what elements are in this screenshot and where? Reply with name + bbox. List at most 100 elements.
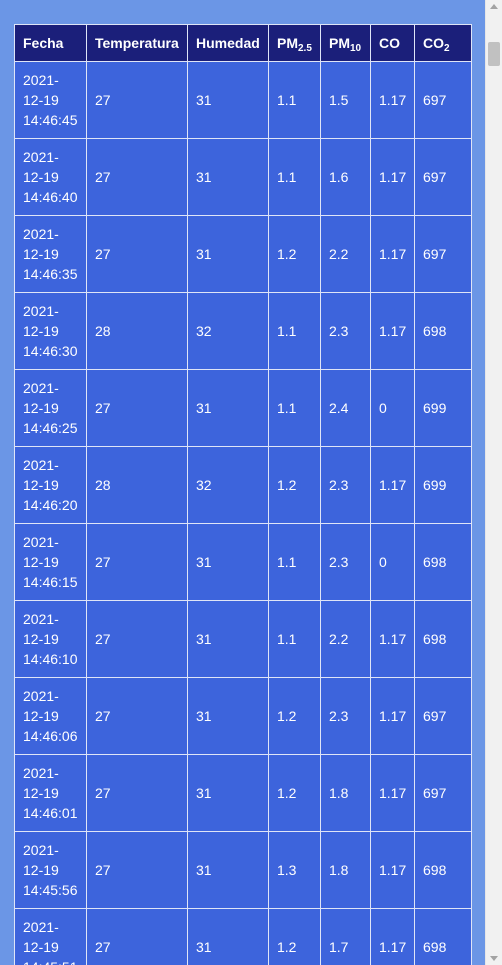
cell-co2: 698 <box>414 523 472 601</box>
cell-humedad: 31 <box>187 61 269 139</box>
cell-humedad: 32 <box>187 292 269 370</box>
header-co: CO <box>370 24 415 62</box>
table-row: 2021-12-19 14:46:20 28 32 1.2 2.3 1.17 699 <box>14 446 472 524</box>
cell-fecha: 2021-12-19 14:46:25 <box>14 369 87 447</box>
cell-co: 1.17 <box>370 215 415 293</box>
cell-temperatura: 27 <box>86 677 188 755</box>
cell-co2: 697 <box>414 61 472 139</box>
cell-pm25: 1.2 <box>268 754 321 832</box>
cell-pm10: 2.2 <box>320 600 371 678</box>
cell-humedad: 31 <box>187 908 269 965</box>
cell-co: 1.17 <box>370 138 415 216</box>
table-row: 2021-12-19 14:46:35 27 31 1.2 2.2 1.17 697 <box>14 215 472 293</box>
cell-pm25: 1.1 <box>268 292 321 370</box>
cell-fecha: 2021-12-19 14:46:40 <box>14 138 87 216</box>
cell-co2: 699 <box>414 446 472 524</box>
cell-pm10: 2.3 <box>320 523 371 601</box>
cell-temperatura: 28 <box>86 446 188 524</box>
table-body: 2021-12-19 14:46:45 27 31 1.1 1.5 1.17 697 2021… <box>14 61 472 965</box>
table-row: 2021-12-19 14:46:01 27 31 1.2 1.8 1.17 697 <box>14 754 472 832</box>
cell-temperatura: 28 <box>86 292 188 370</box>
header-pm25-subscript: 2.5 <box>298 43 312 54</box>
table-row: 2021-12-19 14:46:30 28 32 1.1 2.3 1.17 698 <box>14 292 472 370</box>
cell-pm10: 1.6 <box>320 138 371 216</box>
cell-co2: 698 <box>414 600 472 678</box>
cell-co: 1.17 <box>370 600 415 678</box>
cell-co2: 697 <box>414 754 472 832</box>
header-humedad: Humedad <box>187 24 269 62</box>
cell-temperatura: 27 <box>86 908 188 965</box>
table-row: 2021-12-19 14:45:56 27 31 1.3 1.8 1.17 698 <box>14 831 472 909</box>
header-temperatura: Temperatura <box>86 24 188 62</box>
header-pm10-base: PM <box>329 35 350 51</box>
cell-pm25: 1.2 <box>268 677 321 755</box>
cell-humedad: 31 <box>187 831 269 909</box>
cell-fecha: 2021-12-19 14:46:10 <box>14 600 87 678</box>
cell-humedad: 31 <box>187 523 269 601</box>
cell-fecha: 2021-12-19 14:46:45 <box>14 61 87 139</box>
cell-humedad: 31 <box>187 215 269 293</box>
cell-pm10: 2.2 <box>320 215 371 293</box>
cell-pm25: 1.2 <box>268 215 321 293</box>
cell-humedad: 31 <box>187 754 269 832</box>
cell-fecha: 2021-12-19 14:46:20 <box>14 446 87 524</box>
cell-temperatura: 27 <box>86 754 188 832</box>
cell-co: 1.17 <box>370 908 415 965</box>
scroll-down-arrow-icon[interactable] <box>490 956 498 961</box>
cell-pm10: 2.4 <box>320 369 371 447</box>
table-header: Fecha Temperatura Humedad PM2.5 PM10 CO … <box>14 24 472 62</box>
cell-pm10: 1.5 <box>320 61 371 139</box>
scroll-up-arrow-icon[interactable] <box>490 4 498 9</box>
cell-humedad: 31 <box>187 677 269 755</box>
cell-humedad: 31 <box>187 600 269 678</box>
cell-co: 0 <box>370 523 415 601</box>
cell-co: 1.17 <box>370 61 415 139</box>
cell-pm10: 2.3 <box>320 292 371 370</box>
cell-fecha: 2021-12-19 14:45:51 <box>14 908 87 965</box>
cell-fecha: 2021-12-19 14:46:01 <box>14 754 87 832</box>
cell-co2: 699 <box>414 369 472 447</box>
cell-co: 1.17 <box>370 831 415 909</box>
header-fecha: Fecha <box>14 24 87 62</box>
header-pm25-base: PM <box>277 35 298 51</box>
header-co2-subscript: 2 <box>444 43 450 54</box>
cell-co2: 698 <box>414 831 472 909</box>
header-pm25: PM2.5 <box>268 24 321 62</box>
cell-pm25: 1.2 <box>268 908 321 965</box>
cell-pm10: 2.3 <box>320 446 371 524</box>
header-co2: CO2 <box>414 24 472 62</box>
cell-pm25: 1.1 <box>268 61 321 139</box>
table-row: 2021-12-19 14:46:10 27 31 1.1 2.2 1.17 698 <box>14 600 472 678</box>
cell-co2: 697 <box>414 677 472 755</box>
cell-pm10: 1.8 <box>320 831 371 909</box>
cell-co2: 697 <box>414 138 472 216</box>
cell-fecha: 2021-12-19 14:46:35 <box>14 215 87 293</box>
cell-co: 1.17 <box>370 446 415 524</box>
page-viewport: Fecha Temperatura Humedad PM2.5 PM10 CO … <box>14 24 472 965</box>
cell-pm10: 1.7 <box>320 908 371 965</box>
table-row: 2021-12-19 14:46:06 27 31 1.2 2.3 1.17 697 <box>14 677 472 755</box>
scrollbar-thumb[interactable] <box>488 42 500 66</box>
cell-fecha: 2021-12-19 14:46:30 <box>14 292 87 370</box>
cell-co: 0 <box>370 369 415 447</box>
cell-pm25: 1.1 <box>268 600 321 678</box>
vertical-scrollbar[interactable] <box>485 0 502 965</box>
header-co2-base: CO <box>423 35 444 51</box>
cell-temperatura: 27 <box>86 138 188 216</box>
cell-co2: 698 <box>414 908 472 965</box>
cell-temperatura: 27 <box>86 831 188 909</box>
cell-humedad: 32 <box>187 446 269 524</box>
cell-temperatura: 27 <box>86 523 188 601</box>
cell-fecha: 2021-12-19 14:46:06 <box>14 677 87 755</box>
cell-temperatura: 27 <box>86 369 188 447</box>
header-row: Fecha Temperatura Humedad PM2.5 PM10 CO … <box>14 24 472 62</box>
cell-co: 1.17 <box>370 292 415 370</box>
cell-pm25: 1.1 <box>268 523 321 601</box>
cell-pm25: 1.3 <box>268 831 321 909</box>
cell-pm10: 2.3 <box>320 677 371 755</box>
cell-pm25: 1.2 <box>268 446 321 524</box>
table-row: 2021-12-19 14:46:45 27 31 1.1 1.5 1.17 697 <box>14 61 472 139</box>
header-pm10-subscript: 10 <box>350 43 362 54</box>
cell-humedad: 31 <box>187 138 269 216</box>
